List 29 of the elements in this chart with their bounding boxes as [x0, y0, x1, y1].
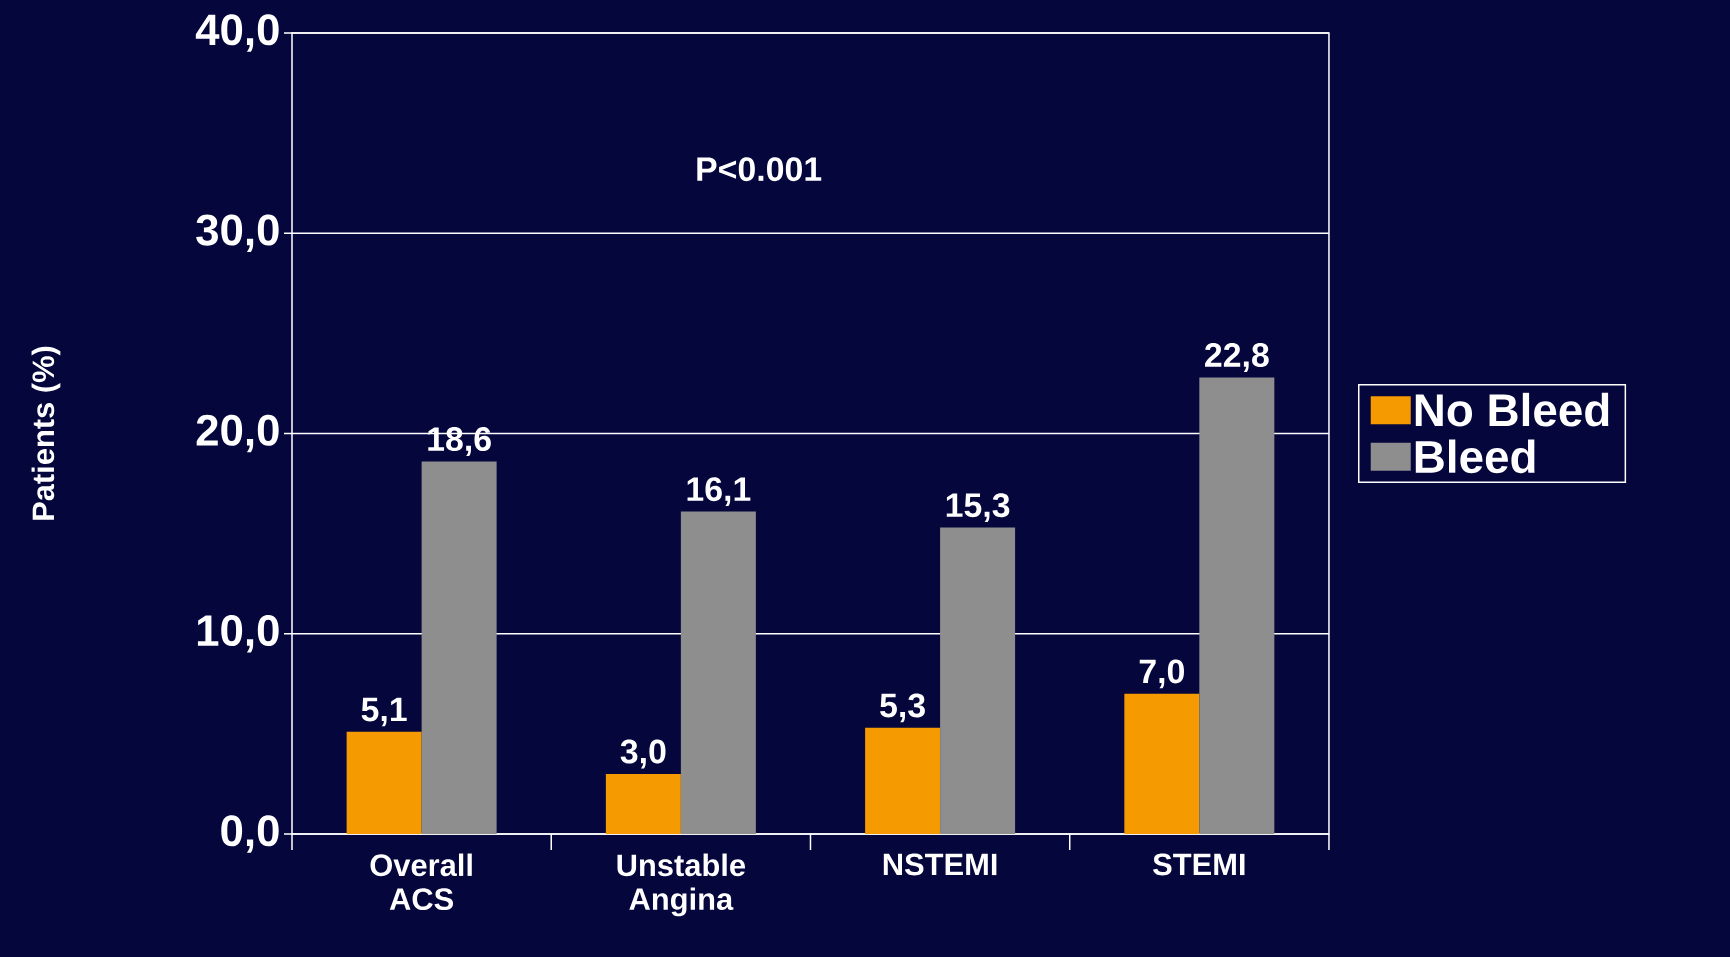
data-label: 7,0 [1139, 659, 1184, 689]
bar [680, 511, 756, 834]
bar [346, 731, 422, 834]
legend-label: Bleed [1415, 439, 1535, 474]
bar [421, 461, 497, 834]
data-label: 18,6 [428, 427, 491, 457]
bar [1124, 693, 1200, 834]
y-tick-label: 20,0 [196, 414, 279, 453]
y-tick-label: 10,0 [197, 615, 279, 653]
annotation: P<0.001 [697, 157, 822, 182]
bar [940, 527, 1016, 834]
y-tick-label: 30,0 [196, 214, 279, 252]
x-tick-label: NSTEMI [883, 853, 997, 876]
y-tick-label: 40,0 [195, 14, 279, 52]
legend-label: No Bleed [1415, 392, 1609, 427]
data-label: 22,8 [1205, 343, 1269, 372]
x-tick-label: STEMI [1153, 853, 1245, 876]
data-label: 5,1 [361, 697, 407, 727]
y-axis-title: Patients (%) [31, 346, 61, 520]
data-label: 3,0 [620, 739, 666, 769]
x-tick-label: Overall ACS [370, 853, 472, 911]
y-tick-label: 0,0 [221, 815, 279, 853]
x-tick-label: Unstable Angina [617, 853, 746, 917]
bar [605, 773, 681, 834]
bar [865, 727, 941, 834]
data-label: 16,1 [687, 477, 751, 507]
data-label: 15,3 [946, 493, 1010, 523]
data-label: 5,3 [880, 693, 925, 723]
bar [1199, 377, 1275, 834]
